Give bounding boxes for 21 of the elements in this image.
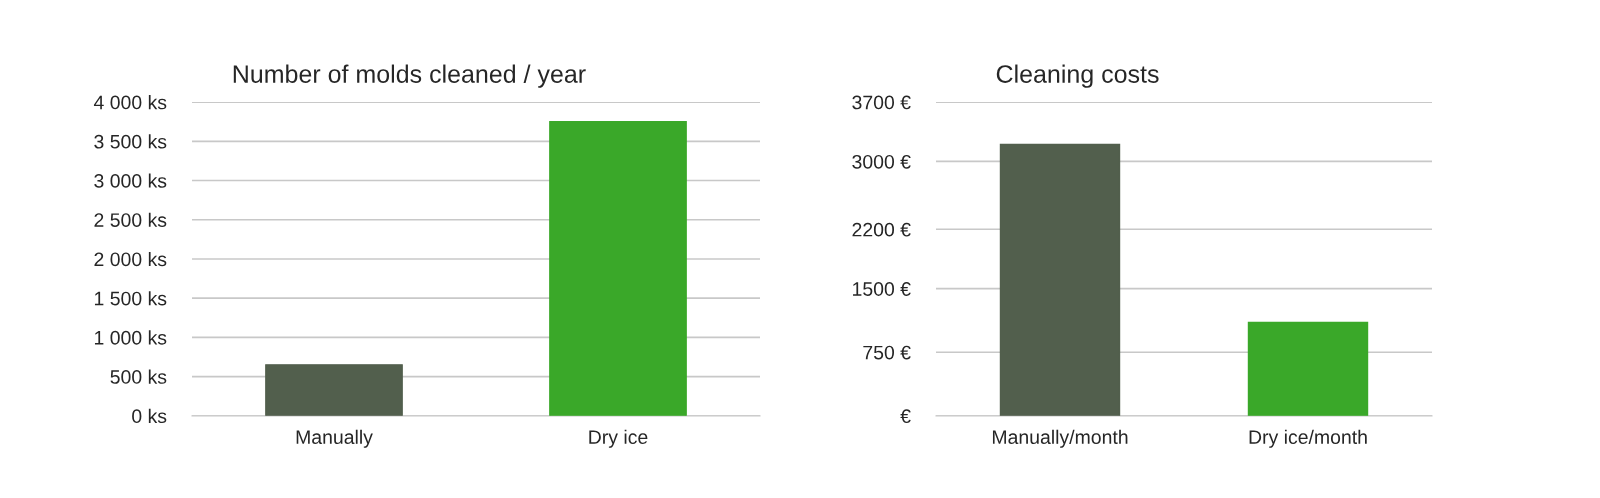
x-tick-label: Dry ice/month: [1249, 429, 1367, 448]
y-tick-label: 0 ks: [132, 408, 167, 424]
y-tick-label: 750 €: [863, 345, 911, 360]
y-tick-label: 3 500 ks: [94, 134, 167, 149]
y-tick-label: 1500 €: [853, 282, 911, 296]
x-tick-label: Dry ice: [589, 429, 648, 448]
x-tick-label: Manually: [296, 429, 373, 448]
y-tick-label: 500 ks: [110, 369, 167, 384]
y-tick-label: 3000 €: [852, 154, 911, 169]
y-tick-label: 2200 €: [852, 222, 911, 237]
chart-title: Number of molds cleaned / year: [233, 64, 586, 88]
chart-title: Cleaning costs: [996, 64, 1159, 88]
y-tick-label: 3700 €: [852, 95, 911, 110]
y-tick-label: 2 500 ks: [94, 212, 167, 227]
y-tick-label: 4 000 ks: [93, 95, 167, 110]
y-tick-label: €: [900, 409, 911, 424]
y-tick-label: 1 000 ks: [94, 330, 167, 345]
y-tick-label: 2 000 ks: [94, 251, 167, 267]
y-tick-label: 1 500 ks: [94, 291, 167, 306]
x-tick-label: Manually/month: [992, 429, 1128, 448]
y-tick-label: 3 000 ks: [94, 173, 167, 188]
